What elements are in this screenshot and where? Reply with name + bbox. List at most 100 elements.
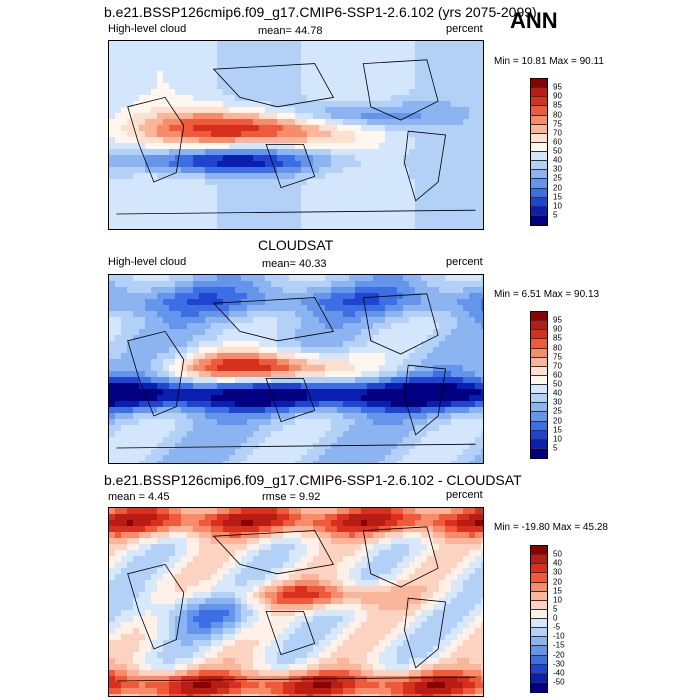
colorbar-tick-label: 75 bbox=[553, 119, 562, 129]
panel2-left-label: High-level cloud bbox=[108, 256, 187, 268]
colorbar-cell bbox=[531, 79, 547, 89]
colorbar-cell bbox=[531, 206, 547, 216]
panel1-map bbox=[108, 40, 484, 230]
colorbar-cell bbox=[531, 161, 547, 171]
colorbar-cell bbox=[531, 403, 547, 413]
colorbar-tick-label: -40 bbox=[553, 668, 565, 678]
colorbar-tick-label: 95 bbox=[553, 315, 562, 325]
colorbar-cell bbox=[531, 591, 547, 601]
colorbar-tick-label: -5 bbox=[553, 622, 561, 632]
colorbar-cell bbox=[531, 573, 547, 583]
colorbar-cell bbox=[531, 555, 547, 565]
colorbar-cell bbox=[531, 215, 547, 225]
colorbar-tick-label: 50 bbox=[553, 549, 562, 559]
colorbar-cell bbox=[531, 179, 547, 189]
colorbar-cell bbox=[531, 582, 547, 592]
colorbar-cell bbox=[531, 124, 547, 134]
panel3-colorbar bbox=[530, 545, 548, 693]
colorbar-cell bbox=[531, 88, 547, 98]
colorbar-tick-label: -30 bbox=[553, 659, 565, 669]
colorbar-cell bbox=[531, 133, 547, 143]
colorbar-cell bbox=[531, 142, 547, 152]
colorbar-tick-label: 5 bbox=[553, 210, 558, 220]
colorbar-cell bbox=[531, 564, 547, 574]
colorbar-cell bbox=[531, 339, 547, 349]
colorbar-tick-label: 20 bbox=[553, 183, 562, 192]
colorbar-cell bbox=[531, 664, 547, 674]
panel3-rmse-label: rmse = 9.92 bbox=[262, 491, 321, 503]
colorbar-cell bbox=[531, 197, 547, 207]
season-label: ANN bbox=[510, 8, 558, 33]
colorbar-tick-label: 40 bbox=[553, 155, 562, 165]
colorbar-tick-label: 70 bbox=[553, 361, 562, 371]
panel3-units-label: percent bbox=[446, 489, 483, 501]
colorbar-cell bbox=[531, 97, 547, 107]
colorbar-tick-label: 10 bbox=[553, 434, 562, 444]
colorbar-cell bbox=[531, 312, 547, 322]
colorbar-tick-label: 15 bbox=[553, 425, 562, 435]
colorbar-cell bbox=[531, 385, 547, 395]
colorbar-cell bbox=[531, 546, 547, 556]
colorbar-tick-label: 5 bbox=[553, 443, 558, 453]
colorbar-cell bbox=[531, 106, 547, 116]
colorbar-cell bbox=[531, 188, 547, 198]
colorbar-cell bbox=[531, 637, 547, 647]
colorbar-tick-label: 95 bbox=[553, 82, 562, 92]
colorbar-cell bbox=[531, 673, 547, 683]
panel2-colorbar bbox=[530, 311, 548, 459]
colorbar-cell bbox=[531, 394, 547, 404]
colorbar-tick-label: 30 bbox=[553, 567, 562, 577]
panel3-title: b.e21.BSSP126cmip6.f09_g17.CMIP6-SSP1-2.… bbox=[104, 472, 522, 488]
colorbar-cell bbox=[531, 421, 547, 431]
panel1-minmax: Min = 10.81 Max = 90.11 bbox=[494, 56, 604, 67]
colorbar-tick-label: 70 bbox=[553, 128, 562, 138]
colorbar-tick-label: 80 bbox=[553, 343, 562, 352]
panel2-mean-label: mean= 40.33 bbox=[262, 258, 327, 270]
colorbar-cell bbox=[531, 115, 547, 125]
colorbar-cell bbox=[531, 170, 547, 180]
colorbar-tick-label: 15 bbox=[553, 192, 562, 202]
colorbar-cell bbox=[531, 375, 547, 385]
colorbar-tick-label: 40 bbox=[553, 388, 562, 398]
colorbar-cell bbox=[531, 646, 547, 656]
colorbar-tick-label: 90 bbox=[553, 324, 562, 334]
colorbar-tick-label: 20 bbox=[553, 577, 562, 586]
panel1-colorbar bbox=[530, 78, 548, 226]
colorbar-tick-label: 30 bbox=[553, 164, 562, 174]
colorbar-tick-label: 10 bbox=[553, 201, 562, 211]
panel2-title: CLOUDSAT bbox=[258, 237, 334, 253]
colorbar-cell bbox=[531, 321, 547, 331]
colorbar-tick-label: 25 bbox=[553, 406, 562, 416]
colorbar-cell bbox=[531, 366, 547, 376]
colorbar-cell bbox=[531, 430, 547, 440]
colorbar-tick-label: 0 bbox=[553, 613, 558, 623]
colorbar-tick-label: 85 bbox=[553, 100, 562, 110]
colorbar-tick-label: 60 bbox=[553, 137, 562, 147]
colorbar-cell bbox=[531, 330, 547, 340]
panel2-units-label: percent bbox=[446, 256, 483, 268]
panel1-units-label: percent bbox=[446, 23, 483, 35]
colorbar-tick-label: 50 bbox=[553, 146, 562, 156]
colorbar-cell bbox=[531, 655, 547, 665]
colorbar-cell bbox=[531, 152, 547, 162]
colorbar-cell bbox=[531, 439, 547, 449]
colorbar-tick-label: 30 bbox=[553, 397, 562, 407]
colorbar-tick-label: 80 bbox=[553, 110, 562, 119]
colorbar-tick-label: -20 bbox=[553, 650, 565, 659]
panel1-left-label: High-level cloud bbox=[108, 23, 187, 35]
colorbar-tick-label: 5 bbox=[553, 604, 558, 614]
panel3-map bbox=[108, 507, 484, 697]
colorbar-cell bbox=[531, 600, 547, 610]
colorbar-cell bbox=[531, 357, 547, 367]
panel3-mean-label: mean = 4.45 bbox=[108, 491, 170, 503]
panel2-map bbox=[108, 274, 484, 464]
colorbar-tick-label: 85 bbox=[553, 333, 562, 343]
colorbar-cell bbox=[531, 609, 547, 619]
colorbar-tick-label: 75 bbox=[553, 352, 562, 362]
colorbar-tick-label: 40 bbox=[553, 558, 562, 568]
colorbar-cell bbox=[531, 682, 547, 692]
colorbar-tick-label: 20 bbox=[553, 416, 562, 425]
colorbar-tick-label: -15 bbox=[553, 640, 565, 650]
colorbar-tick-label: 50 bbox=[553, 379, 562, 389]
colorbar-tick-label: 90 bbox=[553, 91, 562, 101]
